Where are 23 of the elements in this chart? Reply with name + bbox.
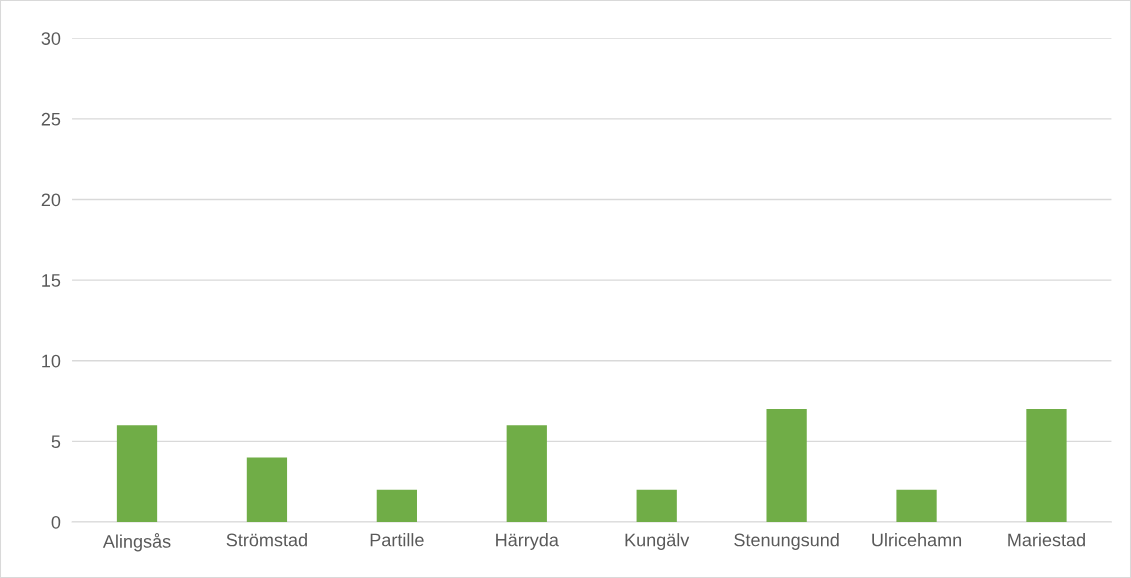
x-tick-label: Ulricehamn xyxy=(872,533,962,547)
x-tick-label: Stenungsund xyxy=(734,533,839,550)
bar xyxy=(896,489,937,522)
x-tick-label: Kungälv xyxy=(625,533,690,550)
y-tick-label: 20 xyxy=(41,193,61,207)
bar xyxy=(376,489,417,522)
x-tick-label: Härryda xyxy=(496,533,559,550)
bar xyxy=(506,425,547,522)
bar xyxy=(116,425,158,522)
x-tick-label: Mariestad xyxy=(1008,533,1085,547)
y-tick-label: 25 xyxy=(41,112,61,126)
y-tick-label: 0 xyxy=(51,515,61,529)
bar xyxy=(246,457,288,522)
bar xyxy=(766,409,807,522)
y-tick-label: 5 xyxy=(51,435,61,449)
bar xyxy=(1026,409,1067,522)
y-tick-label: 10 xyxy=(42,354,61,368)
y-tick-label: 30 xyxy=(41,32,61,45)
x-tick-label: Partille xyxy=(370,533,424,547)
bar xyxy=(636,489,677,522)
y-tick-label: 15 xyxy=(42,274,61,287)
x-tick-label: Alingsås xyxy=(102,533,171,552)
x-tick-label: Strömstad xyxy=(226,533,307,547)
